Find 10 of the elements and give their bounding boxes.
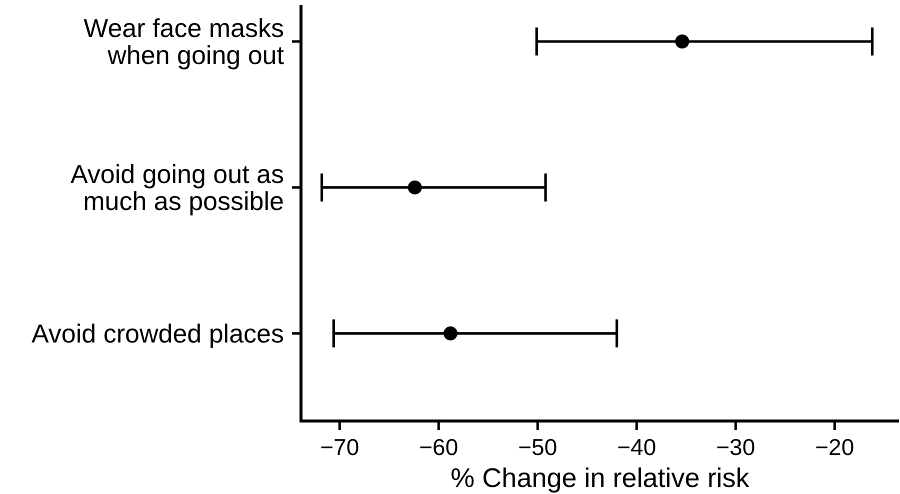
y-tick-label: Wear face masks when going out	[84, 12, 285, 70]
x-tick-label: −20	[815, 434, 854, 460]
x-tick-label: −60	[419, 434, 458, 460]
x-tick-label: −30	[716, 434, 756, 460]
x-tick-label: −40	[617, 434, 656, 460]
x-tick-label: −70	[320, 434, 360, 460]
y-tick-label: Avoid going out as much as possible	[70, 158, 284, 216]
x-axis-title: % Change in relative risk	[450, 463, 750, 493]
x-tick-label: −50	[518, 434, 558, 460]
y-tick-label: Avoid crowded places	[32, 318, 284, 348]
